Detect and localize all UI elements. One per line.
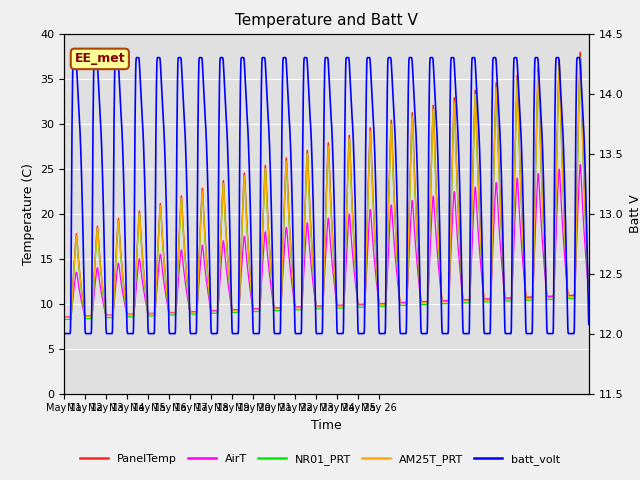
PanelTemp [585,284,593,289]
AM25T_PRT [535,90,543,96]
Legend: PanelTemp, AirT, NR01_PRT, AM25T_PRT, batt_volt: PanelTemp, AirT, NR01_PRT, AM25T_PRT, ba… [76,450,564,469]
AirT [585,288,593,293]
AM25T_PRT [577,55,584,60]
AM25T_PRT [207,305,214,311]
NR01_PRT [60,316,68,322]
AirT [387,209,394,215]
AirT [173,304,180,310]
AirT [585,287,593,292]
batt_volt [207,315,214,321]
AM25T_PRT [173,303,180,309]
NR01_PRT [577,54,584,60]
NR01_PRT [207,307,214,312]
PanelTemp [577,49,584,55]
Line: batt_volt: batt_volt [64,58,589,334]
PanelTemp [378,300,385,306]
PanelTemp [585,286,593,292]
batt_volt [585,313,593,319]
NR01_PRT [173,305,180,311]
AM25T_PRT [585,287,593,293]
AirT [535,178,543,183]
AM25T_PRT [60,314,68,320]
PanelTemp [387,133,394,139]
batt_volt [60,331,68,336]
Line: NR01_PRT: NR01_PRT [64,57,589,319]
Line: AirT: AirT [64,165,589,317]
Title: Temperature and Batt V: Temperature and Batt V [235,13,418,28]
NR01_PRT [378,303,385,309]
Text: EE_met: EE_met [74,52,125,65]
PanelTemp [207,304,214,310]
NR01_PRT [535,89,543,95]
AirT [207,306,214,312]
AirT [577,162,584,168]
AM25T_PRT [387,141,394,146]
PanelTemp [60,314,68,320]
X-axis label: Time: Time [311,419,342,432]
AirT [60,314,68,320]
batt_volt [70,55,78,60]
batt_volt [173,169,180,175]
batt_volt [585,322,593,327]
Y-axis label: Batt V: Batt V [629,194,640,233]
AirT [378,300,385,306]
Y-axis label: Temperature (C): Temperature (C) [22,163,35,264]
Line: AM25T_PRT: AM25T_PRT [64,58,589,317]
batt_volt [378,331,385,336]
NR01_PRT [585,288,593,294]
NR01_PRT [387,141,394,147]
batt_volt [387,55,394,60]
PanelTemp [173,300,180,306]
AM25T_PRT [585,290,593,296]
PanelTemp [535,81,543,86]
Line: PanelTemp: PanelTemp [64,52,589,317]
NR01_PRT [585,292,593,298]
AM25T_PRT [378,301,385,307]
batt_volt [535,77,543,83]
